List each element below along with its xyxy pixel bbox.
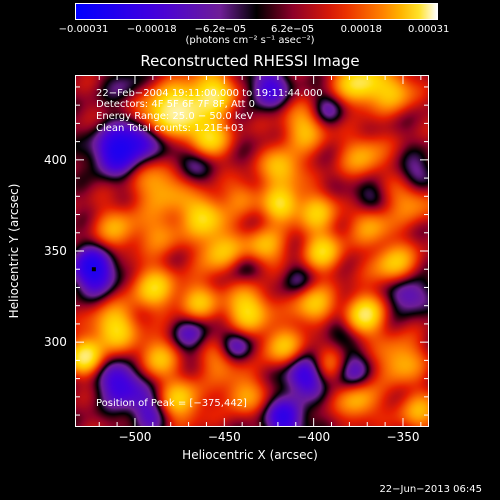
chart-title: Reconstructed RHESSI Image	[140, 52, 360, 70]
y-tick-label: 350	[44, 244, 67, 258]
colorbar	[75, 3, 438, 20]
peak-position-label: Position of Peak = [−375,442]	[96, 398, 247, 409]
heatmap-image	[76, 76, 428, 426]
y-tick-label: 400	[44, 152, 67, 167]
annotation-detectors: Detectors: 4F 5F 6F 7F 8F, Att 0	[96, 99, 256, 110]
plot-area: 22−Feb−2004 19:11:00.000 to 19:11:44.000…	[75, 75, 429, 427]
annotation-energy: Energy Range: 25.0 − 50.0 keV	[96, 111, 254, 122]
colorbar-tick-label: 0.00018	[340, 24, 382, 35]
annotation-time: 22−Feb−2004 19:11:00.000 to 19:11:44.000	[96, 88, 323, 99]
y-axis-label: Heliocentric Y (arcsec)	[7, 183, 21, 319]
peak-marker	[91, 267, 96, 272]
annotation-counts: Clean Total counts: 1.21E+03	[96, 123, 244, 134]
y-tick-label: 300	[44, 335, 67, 350]
colorbar-tick-label: −0.00031	[58, 24, 109, 35]
x-axis-label: Heliocentric X (arcsec)	[182, 448, 318, 462]
x-tick-label: −450	[207, 430, 241, 444]
colorbar-tick-label: −0.00018	[126, 24, 177, 35]
x-tick-label: −350	[386, 430, 420, 444]
x-tick-label: −500	[118, 430, 152, 444]
footer-date: 22−Jun−2013 06:45	[379, 484, 482, 495]
colorbar-tick-label: −6.2e−05	[194, 24, 247, 35]
x-tick-label: −400	[297, 430, 331, 444]
colorbar-tick-label: 6.2e−05	[271, 24, 315, 35]
colorbar-tick-label: 0.00031	[408, 24, 450, 35]
colorbar-unit-label: (photons cm⁻² s⁻¹ asec⁻²)	[185, 35, 315, 46]
plot-overlay	[76, 76, 428, 426]
